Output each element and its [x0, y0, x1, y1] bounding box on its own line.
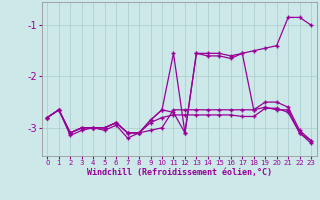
X-axis label: Windchill (Refroidissement éolien,°C): Windchill (Refroidissement éolien,°C) [87, 168, 272, 177]
